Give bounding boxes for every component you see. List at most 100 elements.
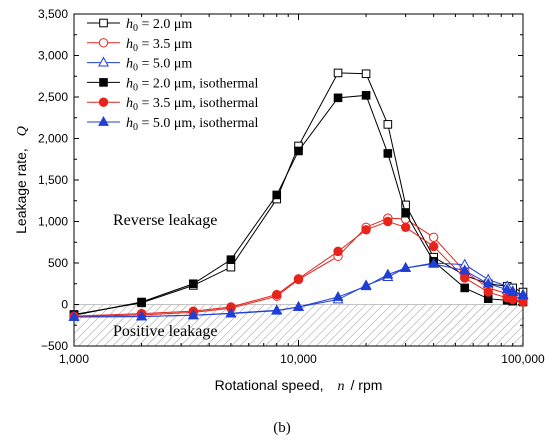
data-point bbox=[459, 264, 471, 275]
y-tick-label: −500 bbox=[41, 339, 68, 353]
legend-text-value: = 5.0 μm, isothermal bbox=[138, 116, 258, 131]
legend-item: h0 = 5.0 μm bbox=[87, 56, 192, 74]
data-point bbox=[187, 309, 199, 320]
data-point bbox=[361, 225, 371, 235]
data-point bbox=[428, 257, 440, 268]
y-axis-symbol: Q bbox=[15, 126, 30, 136]
x-axis-name: Rotational speed, bbox=[215, 377, 324, 393]
data-point bbox=[460, 283, 470, 293]
y-tick-label: 1,500 bbox=[38, 173, 68, 187]
y-tick-label: 1,000 bbox=[38, 215, 68, 229]
legend-symbol: h bbox=[126, 37, 133, 52]
legend-marker bbox=[98, 115, 109, 126]
legend-item: h0 = 3.5 μm bbox=[87, 37, 192, 54]
y-axis-name: Leakage rate, bbox=[13, 148, 29, 234]
data-point bbox=[400, 261, 412, 272]
series-line bbox=[73, 217, 524, 318]
legend-subscript: 0 bbox=[133, 102, 138, 113]
legend-label: h0 = 5.0 μm bbox=[126, 57, 192, 74]
data-point bbox=[401, 200, 410, 210]
data-point bbox=[189, 279, 198, 289]
data-point bbox=[428, 232, 439, 242]
legend-subscript: 0 bbox=[133, 63, 138, 74]
data-point bbox=[272, 190, 282, 200]
y-tick-label: 2,500 bbox=[38, 90, 68, 104]
data-point bbox=[226, 262, 236, 272]
legend-text-value: = 2.0 μm bbox=[138, 17, 192, 32]
x-tick-label: 100,000 bbox=[501, 352, 545, 366]
x-tick-label: 10,000 bbox=[280, 352, 317, 366]
legend-text-value: = 3.5 μm, isothermal bbox=[138, 96, 258, 111]
series-line bbox=[73, 72, 524, 315]
legend-label: h0 = 2.0 μm, isothermal bbox=[126, 76, 258, 93]
data-point bbox=[401, 208, 410, 218]
data-point bbox=[383, 149, 393, 158]
data-point bbox=[333, 68, 343, 78]
legend-label: h0 = 2.0 μm bbox=[126, 17, 192, 34]
data-point bbox=[333, 246, 343, 257]
data-point bbox=[271, 304, 283, 315]
y-tick-label: 500 bbox=[48, 256, 68, 270]
data-point bbox=[294, 146, 303, 156]
data-point bbox=[332, 290, 344, 301]
data-point bbox=[460, 273, 470, 283]
legend-subscript: 0 bbox=[133, 23, 138, 34]
data-point bbox=[361, 91, 371, 100]
series-line bbox=[73, 94, 524, 316]
data-point bbox=[272, 289, 282, 300]
legend-label: h0 = 3.5 μm bbox=[126, 37, 192, 54]
legend-symbol: h bbox=[126, 57, 133, 72]
data-point bbox=[136, 310, 148, 321]
legend-text-value: = 5.0 μm bbox=[138, 57, 192, 72]
data-point bbox=[137, 297, 146, 307]
legend-symbol: h bbox=[126, 116, 133, 131]
figure-label: (b) bbox=[273, 420, 291, 436]
data-point bbox=[293, 274, 304, 284]
y-axis-title: Leakage rate, Q bbox=[13, 126, 30, 234]
legend-subscript: 0 bbox=[133, 82, 138, 93]
series-line bbox=[73, 220, 524, 317]
legend-text-value: = 2.0 μm, isothermal bbox=[138, 76, 258, 91]
legend-item: h0 = 2.0 μm bbox=[87, 17, 192, 34]
series-line bbox=[73, 263, 524, 318]
legend-marker bbox=[99, 78, 108, 87]
legend-label: h0 = 5.0 μm, isothermal bbox=[126, 116, 258, 133]
legend-symbol: h bbox=[126, 96, 133, 111]
series-6 bbox=[68, 257, 529, 321]
data-point bbox=[68, 310, 80, 321]
y-tick-label: 0 bbox=[61, 298, 68, 312]
data-point bbox=[508, 294, 518, 305]
x-axis-unit: / rpm bbox=[351, 377, 383, 393]
legend-marker bbox=[98, 38, 109, 48]
data-point bbox=[400, 222, 411, 233]
reverse-leakage-label: Reverse leakage bbox=[113, 212, 217, 229]
data-point bbox=[501, 283, 513, 294]
legend-item: h0 = 5.0 μm, isothermal bbox=[87, 115, 258, 133]
legend-item: h0 = 3.5 μm, isothermal bbox=[87, 96, 258, 113]
data-point bbox=[333, 93, 343, 103]
legend-subscript: 0 bbox=[133, 43, 138, 54]
data-point bbox=[360, 280, 372, 291]
data-point bbox=[428, 241, 439, 252]
legend-symbol: h bbox=[126, 76, 133, 91]
legend-marker bbox=[98, 56, 109, 67]
data-point bbox=[382, 268, 394, 279]
y-tick-label: 3,500 bbox=[38, 7, 68, 21]
data-point bbox=[383, 216, 393, 227]
y-tick-label: 2,000 bbox=[38, 132, 68, 146]
x-axis-symbol: n bbox=[338, 379, 345, 394]
data-point bbox=[225, 307, 237, 318]
legend-marker bbox=[98, 97, 109, 107]
legend-symbol: h bbox=[126, 17, 133, 32]
data-point bbox=[483, 287, 493, 297]
data-point bbox=[482, 277, 494, 288]
legend-marker bbox=[99, 18, 108, 28]
data-point bbox=[517, 289, 529, 300]
x-axis-title: Rotational speed, n / rpm bbox=[215, 377, 383, 394]
legend-label: h0 = 3.5 μm, isothermal bbox=[126, 96, 258, 113]
legend-text-value: = 3.5 μm bbox=[138, 37, 192, 52]
data-point bbox=[226, 255, 236, 264]
data-point bbox=[361, 69, 371, 79]
